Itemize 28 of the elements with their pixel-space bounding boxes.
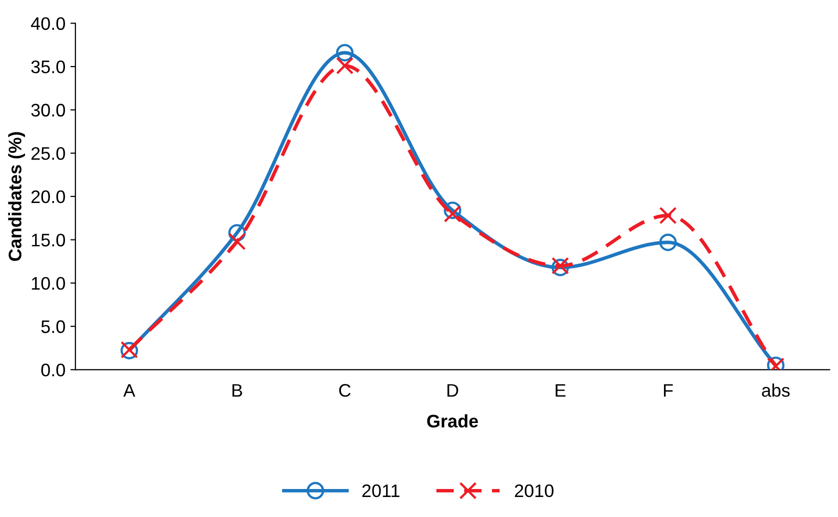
y-axis-title: Candidates (%): [8, 132, 26, 261]
x-tick-label: F: [664, 384, 673, 397]
x-tick-label: abs: [762, 384, 790, 397]
x-axis-title: Grade: [427, 414, 478, 428]
y-tick-label: 0.0: [41, 364, 65, 376]
x-tick-label: A: [123, 384, 136, 397]
y-tick-label: 30.0: [31, 104, 65, 117]
legend-label: 2010: [514, 484, 554, 498]
y-tick-label: 25.0: [31, 147, 65, 160]
point: [336, 56, 354, 74]
point: [659, 206, 677, 224]
x-tick-label: B: [232, 384, 242, 397]
point: [228, 224, 246, 242]
x-tick-label: D: [447, 384, 458, 397]
y-tick-label: 40.0: [30, 17, 65, 30]
point: [444, 205, 462, 223]
point: [659, 234, 677, 252]
point: [228, 232, 246, 250]
point: [444, 202, 462, 220]
x-tick-label: C: [339, 384, 351, 397]
y-tick-label: 5.0: [41, 320, 65, 334]
y-tick-label: 15.0: [32, 234, 65, 246]
point: [336, 44, 354, 62]
legend-label: 2011: [362, 484, 400, 498]
y-tick-label: 20.0: [31, 190, 65, 204]
x-tick-label: E: [556, 384, 566, 397]
y-tick-label: 35.0: [31, 60, 65, 74]
y-tick-label: 10.0: [32, 276, 65, 290]
